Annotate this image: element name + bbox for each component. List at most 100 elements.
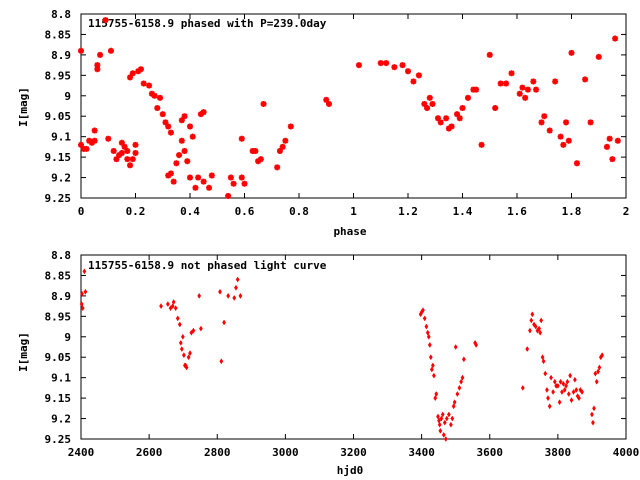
data-point xyxy=(287,123,294,130)
data-point xyxy=(415,72,422,79)
data-point xyxy=(199,325,203,332)
data-point xyxy=(454,111,461,118)
x-tick-label: 2800 xyxy=(204,446,231,459)
x-tick-label: 0.6 xyxy=(235,205,255,218)
data-point xyxy=(549,374,553,381)
data-point xyxy=(456,115,463,122)
data-point xyxy=(355,62,362,69)
x-tick-label: 3200 xyxy=(340,446,367,459)
y-tick-label: 8.9 xyxy=(51,290,71,303)
x-tick-label: 0.2 xyxy=(126,205,146,218)
data-point xyxy=(442,419,447,426)
data-point xyxy=(241,180,248,187)
y-tick-label: 9.05 xyxy=(45,351,72,364)
unphased-light-curve-chart: 115755-6158.9 not phased light curve hjd… xyxy=(17,249,639,477)
data-point xyxy=(434,391,439,397)
y-tick-label: 8.85 xyxy=(45,269,72,282)
data-point xyxy=(603,143,610,150)
data-point xyxy=(219,358,224,365)
data-point xyxy=(573,376,577,383)
data-point xyxy=(252,147,259,154)
data-point xyxy=(83,145,90,152)
data-point xyxy=(541,358,546,365)
data-point xyxy=(592,405,596,412)
plot-frame xyxy=(80,13,627,199)
data-point xyxy=(187,174,193,181)
data-point xyxy=(159,303,163,310)
data-point xyxy=(232,294,237,301)
x-tick-label: 3400 xyxy=(408,446,435,459)
data-point xyxy=(453,344,458,350)
data-point xyxy=(609,156,616,163)
data-point xyxy=(516,90,523,97)
data-point xyxy=(587,119,594,126)
data-point xyxy=(439,415,444,422)
data-point xyxy=(405,68,411,75)
data-point xyxy=(238,292,243,299)
data-point xyxy=(424,323,429,330)
data-point xyxy=(127,74,134,81)
data-point xyxy=(563,119,570,126)
data-point xyxy=(459,378,464,385)
data-point xyxy=(377,60,384,67)
data-point xyxy=(323,96,330,103)
data-point xyxy=(569,397,574,404)
chart-title: 115755-6158.9 not phased light curve xyxy=(88,259,327,272)
data-point xyxy=(474,341,479,348)
data-point xyxy=(171,299,176,305)
data-point xyxy=(124,156,131,163)
data-point xyxy=(148,90,155,97)
data-point xyxy=(165,123,172,130)
data-point xyxy=(94,66,101,73)
data-point xyxy=(429,366,434,373)
data-point xyxy=(116,152,123,159)
y-tick-label: 9.1 xyxy=(51,131,71,144)
data-point xyxy=(426,94,433,101)
data-point xyxy=(181,352,186,359)
data-point xyxy=(260,100,267,107)
data-point xyxy=(577,395,581,402)
data-point xyxy=(187,123,193,130)
phased-light-curve-chart: 115755-6158.9 phased with P=239.0day pha… xyxy=(17,8,629,238)
data-point xyxy=(437,119,444,126)
data-point xyxy=(546,127,553,134)
data-point xyxy=(557,399,562,406)
data-point xyxy=(560,389,564,395)
data-point xyxy=(600,352,605,359)
data-point xyxy=(436,413,440,420)
data-point xyxy=(433,395,438,402)
data-point xyxy=(188,350,192,357)
data-point xyxy=(226,292,231,299)
data-point xyxy=(560,141,567,148)
data-point xyxy=(127,162,134,169)
data-point xyxy=(80,305,85,312)
data-point xyxy=(282,137,289,144)
y-tick-label: 8.8 xyxy=(51,249,71,262)
data-point xyxy=(425,329,430,336)
y-tick-label: 9.25 xyxy=(45,192,72,205)
data-point xyxy=(94,62,101,69)
x-tick-label: 2 xyxy=(623,205,630,218)
data-point xyxy=(102,17,109,24)
y-tick-label: 9.05 xyxy=(45,110,72,123)
data-point xyxy=(91,137,98,144)
data-point xyxy=(222,319,226,326)
x-tick-label: 0.8 xyxy=(289,205,309,218)
data-point xyxy=(225,192,232,199)
data-point xyxy=(459,105,466,112)
data-point xyxy=(110,147,117,154)
data-point xyxy=(451,403,456,410)
x-tick-label: 0 xyxy=(78,205,85,218)
data-point xyxy=(562,386,567,393)
data-point xyxy=(118,139,125,146)
x-tick-label: 1.6 xyxy=(507,205,527,218)
data-point xyxy=(410,78,417,85)
data-point xyxy=(573,160,580,167)
y-tick-label: 8.9 xyxy=(51,49,71,62)
data-point xyxy=(421,307,425,314)
data-point xyxy=(614,137,621,144)
data-point xyxy=(422,315,427,322)
data-point xyxy=(88,139,95,146)
data-point xyxy=(124,147,131,154)
y-tick-label: 8.85 xyxy=(45,28,72,41)
